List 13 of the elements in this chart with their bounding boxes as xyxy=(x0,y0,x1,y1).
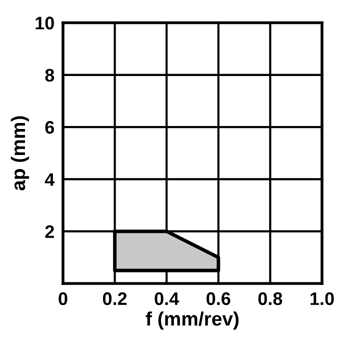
x-axis-title: f (mm/rev) xyxy=(146,311,239,330)
x-tick-label: 0.8 xyxy=(258,292,282,306)
x-tick-label: 0 xyxy=(58,292,68,306)
x-tick-label: 0.2 xyxy=(102,292,127,306)
y-tick-label: 2 xyxy=(45,225,54,238)
x-tick-label: 0.6 xyxy=(206,292,230,306)
y-tick-label: 6 xyxy=(45,120,54,134)
y-tick-label: 4 xyxy=(44,173,55,186)
x-tick-label: 1.0 xyxy=(310,292,334,306)
y-axis-title: ap (mm) xyxy=(10,116,30,190)
y-tick-label: 8 xyxy=(45,68,54,82)
x-tick-label: 0.4 xyxy=(154,292,180,306)
y-tick-label: 10 xyxy=(36,16,54,30)
